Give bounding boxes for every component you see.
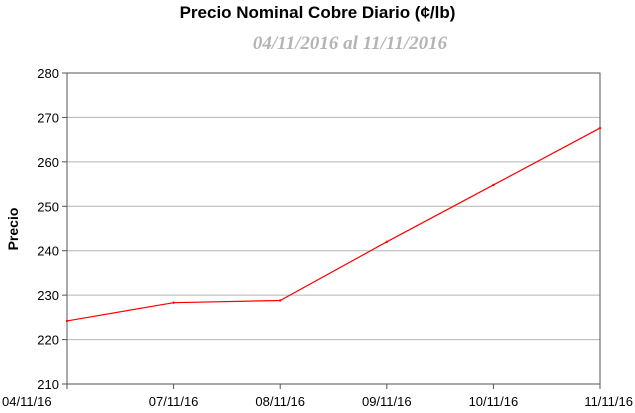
y-tick-label: 260	[37, 155, 59, 170]
x-tick-label: 09/11/16	[362, 394, 412, 409]
y-tick-label: 220	[37, 333, 59, 348]
data-point	[598, 126, 602, 130]
data-point	[65, 319, 69, 323]
x-axis-ticks: 04/11/16 07/11/16 08/11/16 09/11/16 10/11/16…	[2, 384, 633, 409]
data-point	[172, 301, 175, 304]
data-point	[492, 183, 495, 187]
data-point	[279, 299, 282, 302]
plot-area-frame	[66, 72, 601, 385]
x-tick-label: 10/11/16	[469, 394, 519, 409]
y-tick-label: 240	[37, 244, 59, 259]
data-point	[385, 240, 388, 244]
y-tick-label: 280	[37, 66, 59, 81]
series-line	[66, 127, 601, 322]
x-tick-label: 04/11/16	[2, 394, 52, 409]
chart-subtitle: 04/11/2016 al 11/11/2016	[252, 33, 448, 54]
y-tick-label: 270	[37, 110, 59, 125]
y-axis-title: Precio	[5, 208, 21, 251]
x-tick-label: 07/11/16	[149, 394, 199, 409]
gridlines	[67, 72, 600, 385]
chart-title: Precio Nominal Cobre Diario (¢/lb)	[179, 3, 456, 22]
x-tick-label: 11/11/16	[584, 394, 633, 409]
series-layer	[65, 126, 602, 323]
x-tick-label: 08/11/16	[255, 394, 305, 409]
y-axis-ticks: 210 220 230 240 250 260 270 280	[37, 66, 67, 392]
y-tick-label: 230	[37, 288, 59, 303]
y-tick-label: 210	[37, 377, 59, 392]
y-tick-label: 250	[37, 199, 59, 214]
